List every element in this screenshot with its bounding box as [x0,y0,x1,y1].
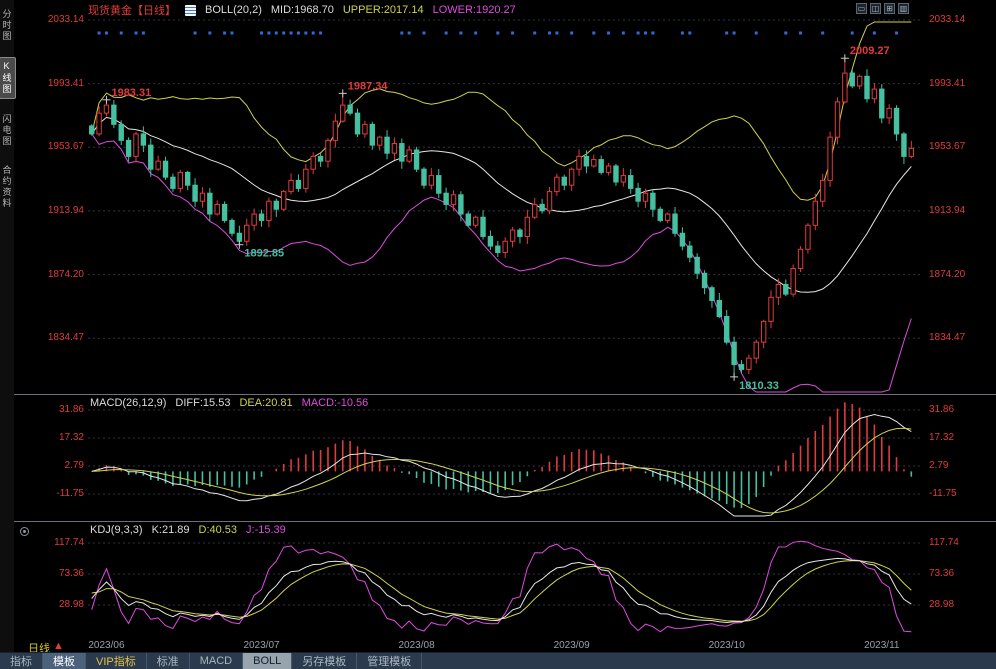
boll-upper-line [92,22,912,200]
kdj-axis-label-left: 117.74 [32,537,84,548]
kdj-axis-label-left: 28.98 [32,599,84,610]
macd-name: MACD(26,12,9) [90,397,166,409]
price-annotation: 1892.85 [244,248,284,260]
boll-lower-value: LOWER:1920.27 [433,4,516,16]
macd-histogram [92,402,912,508]
boll-upper-value: UPPER:2017.14 [343,4,424,16]
toolbar-item-5[interactable]: MACD [190,653,243,669]
price-axis-label-left: 1874.20 [32,269,84,280]
toolbar-item-8[interactable]: 管理模板 [357,653,422,669]
price-axis-label-right: 1913.94 [929,205,981,216]
price-axis-label-left: 1913.94 [32,205,84,216]
price-annotation: 1983.31 [111,87,151,99]
price-axis-label-right: 1834.47 [929,332,981,343]
event-dots [98,32,898,35]
sidebar-item-2[interactable]: K线图 [0,57,16,99]
kdj-k-line [92,558,912,622]
macd-dea-line [92,428,912,513]
price-annotation: 1987.34 [348,80,389,92]
toolbar-item-7[interactable]: 另存模板 [292,653,357,669]
macd-axis-label-left: 17.32 [32,432,84,443]
price-axis-label-right: 2033.14 [929,14,981,25]
month-label: 2023/11 [864,640,899,651]
toolbar-item-2[interactable]: 模板 [43,653,86,669]
kdj-d-value: D:40.53 [199,524,238,536]
boll-lower-line [92,134,912,392]
macd-diff-value: DIFF:15.53 [175,397,230,409]
price-annotation: 2009.27 [850,45,890,57]
price-annotation: 1810.33 [739,380,779,392]
layout-button-4[interactable]: ▥ [898,3,909,14]
price-axis-label-right: 1953.67 [929,141,981,152]
macd-header: MACD(26,12,9) DIFF:15.53 DEA:20.81 MACD:… [90,397,368,409]
instrument-title: 现货黄金【日线】 [88,2,176,18]
price-axis-label-left: 2033.14 [32,14,84,25]
price-axis-label-right: 1993.41 [929,78,981,89]
month-label: 2023/06 [88,640,124,651]
toolbar-item-1[interactable]: 指标 [0,653,43,669]
macd-axis-label-left: -11.75 [32,488,84,499]
month-label: 2023/09 [554,640,590,651]
candle-series [89,58,913,377]
boll-indicator-label: BOLL(20,2) [205,4,262,16]
layout-button-3[interactable]: ⊞ [884,3,895,14]
macd-axis-label-left: 31.86 [32,404,84,415]
macd-macd-value: MACD:-10.56 [302,397,369,409]
bottom-toolbar: 指标模板VIP指标标准MACDBOLL另存模板管理模板 [0,652,996,669]
note-icon[interactable] [185,5,196,16]
month-label: 2023/07 [243,640,279,651]
macd-axis-label-left: 2.79 [32,460,84,471]
macd-panel-divider [14,394,996,395]
layout-button-1[interactable]: ▭ [856,3,867,14]
chart-header: 现货黄金【日线】 BOLL(20,2) MID:1968.70 UPPER:20… [88,3,516,17]
toolbar-item-4[interactable]: 标准 [147,653,190,669]
kdj-axis-label-left: 73.36 [32,568,84,579]
trading-app-window: 1983.31 1987.34 1892.85 1810.33 2009.27 分时图 K… [0,0,996,669]
macd-axis-label-right: 31.86 [929,404,981,415]
macd-axis-label-right: 17.32 [929,432,981,443]
kdj-header: KDJ(9,3,3) K:21.89 D:40.53 J:-15.39 [90,524,286,536]
kdj-axis-label-right: 28.98 [929,599,981,610]
price-annotations: 1983.31 1987.34 1892.85 1810.33 2009.27 [102,45,889,392]
price-axis-label-right: 1874.20 [929,269,981,280]
price-axis-label-left: 1834.47 [32,332,84,343]
chart-type-sidebar: 分时图 K线图闪电图合约资料 [0,0,14,652]
kdj-axis-label-right: 117.74 [929,537,981,548]
macd-diff-line [92,415,912,517]
kdj-axis-label-right: 73.36 [929,568,981,579]
boll-mid-value: MID:1968.70 [271,4,334,16]
kdj-j-value: J:-15.39 [246,524,286,536]
macd-axis-label-right: -11.75 [929,488,981,499]
toolbar-item-6[interactable]: BOLL [243,653,292,669]
sidebar-item-4[interactable]: 合约资料 [1,162,14,212]
month-label: 2023/10 [709,640,745,651]
macd-axis-label-right: 2.79 [929,460,981,471]
grid-lines [88,20,923,605]
chart-canvas[interactable]: 1983.31 1987.34 1892.85 1810.33 2009.27 [0,0,996,669]
window-layout-buttons: ▭◫⊞▥ [856,3,909,14]
kdj-panel-divider [14,521,996,522]
layout-button-2[interactable]: ◫ [870,3,881,14]
month-label: 2023/08 [399,640,435,651]
macd-dea-value: DEA:20.81 [239,397,292,409]
toolbar-item-3[interactable]: VIP指标 [86,653,147,669]
kdj-d-line [92,561,912,622]
sidebar-item-3[interactable]: 闪电图 [1,111,14,150]
kdj-settings-icon[interactable] [20,527,29,536]
kdj-k-value: K:21.89 [152,524,190,536]
price-axis-label-left: 1993.41 [32,78,84,89]
kdj-name: KDJ(9,3,3) [90,524,143,536]
price-axis-label-left: 1953.67 [32,141,84,152]
sidebar-item-1[interactable]: 分时图 [1,6,14,45]
